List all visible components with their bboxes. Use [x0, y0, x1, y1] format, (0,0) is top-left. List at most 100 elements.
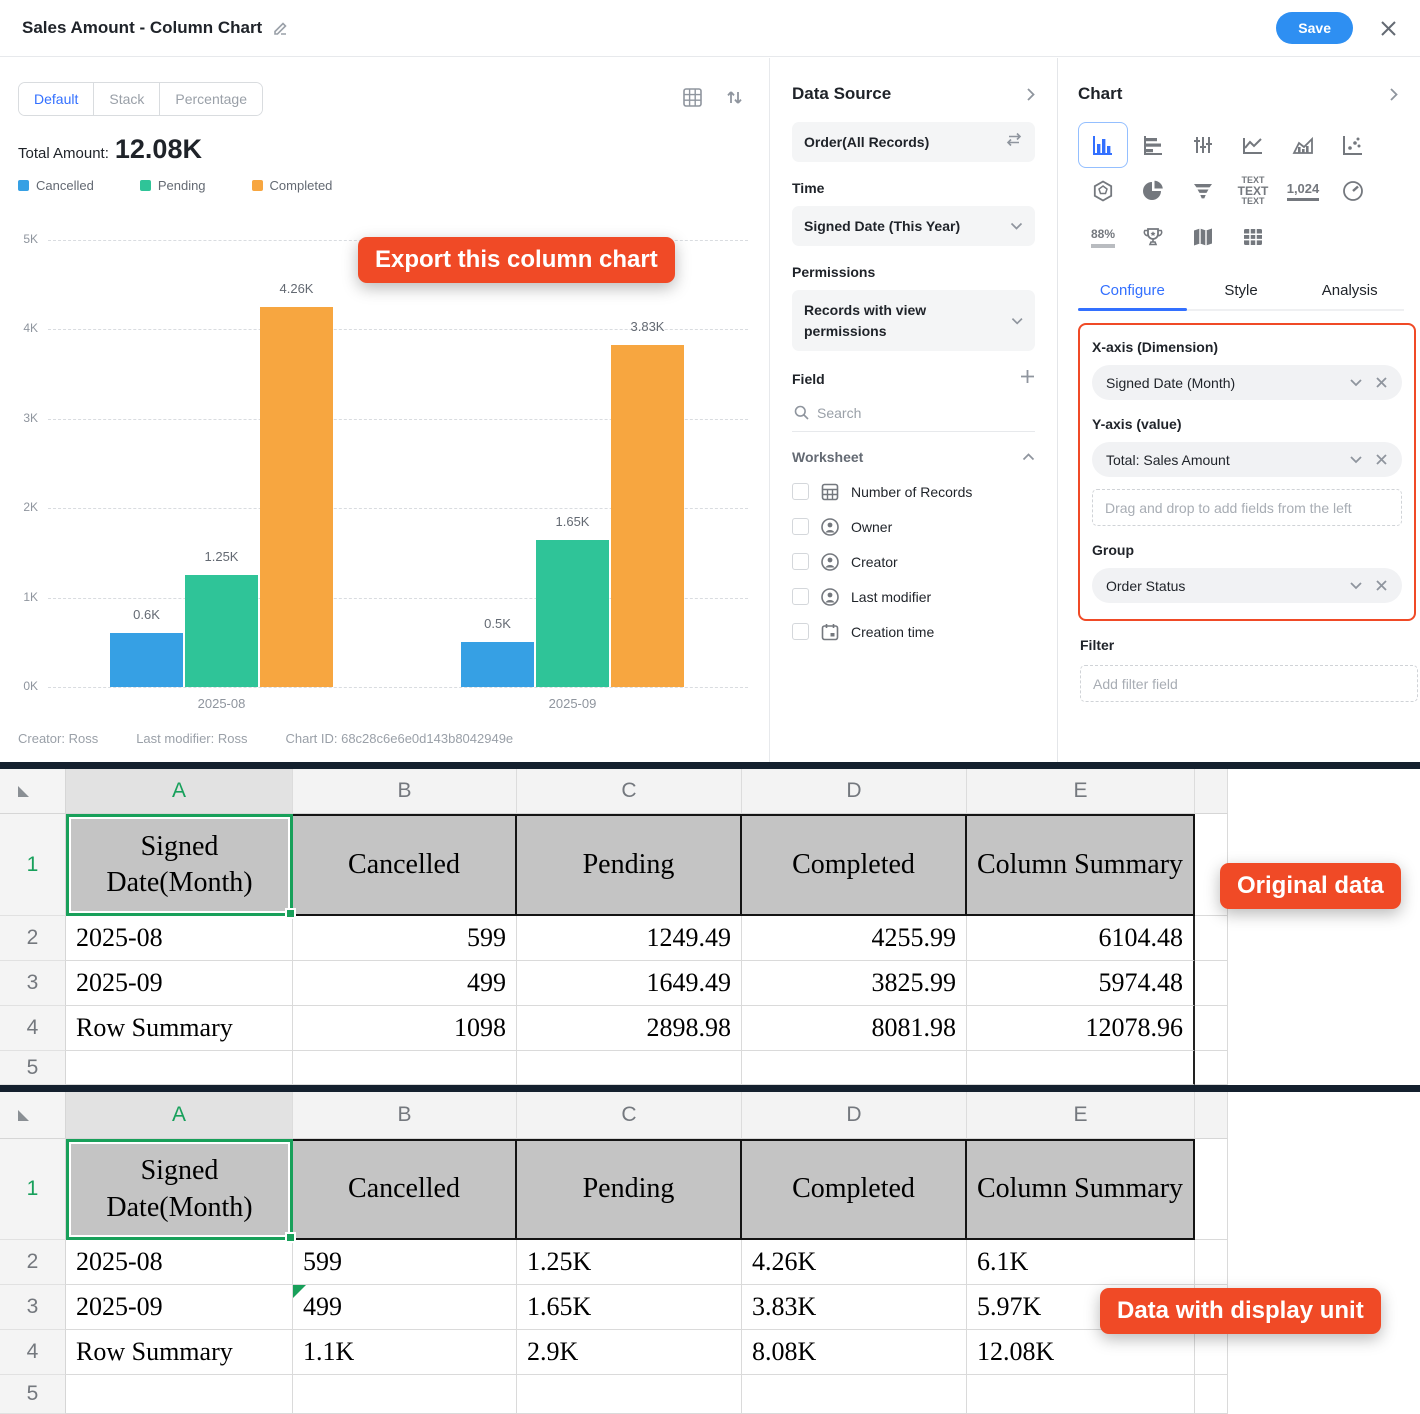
data-cell[interactable]: 2025-09 — [66, 1285, 293, 1330]
column-header-A[interactable]: A — [66, 1092, 293, 1139]
close-icon[interactable] — [1379, 19, 1398, 38]
data-table-icon[interactable] — [683, 88, 702, 107]
group-field-pill[interactable]: Order Status — [1092, 568, 1402, 603]
field-item-last-modifier[interactable]: Last modifier — [792, 588, 1035, 606]
checkbox[interactable] — [792, 483, 809, 500]
gauge-chart-icon[interactable] — [1328, 168, 1378, 214]
selection-fill-handle[interactable] — [285, 1232, 296, 1243]
collapse-worksheet-chevron-icon[interactable] — [1022, 448, 1035, 466]
data-cell[interactable]: 599 — [293, 1240, 517, 1285]
data-cell[interactable]: 2025-08 — [66, 1240, 293, 1285]
data-cell[interactable]: 5974.48 — [967, 961, 1195, 1006]
row-header-2[interactable]: 2 — [0, 916, 66, 961]
field-item-creator[interactable]: Creator — [792, 553, 1035, 571]
scatter-plot-icon[interactable] — [1328, 122, 1378, 168]
field-item-number-of-records[interactable]: Number of Records — [792, 483, 1035, 501]
column-header-E[interactable]: E — [967, 769, 1195, 814]
header-cell-r1c4[interactable]: Completed — [742, 1139, 967, 1240]
swap-source-icon[interactable] — [1005, 132, 1023, 152]
row-header-1[interactable]: 1 — [0, 814, 66, 916]
row-header-4[interactable]: 4 — [0, 1006, 66, 1051]
data-cell[interactable] — [293, 1051, 517, 1085]
filter-drop-zone[interactable]: Add filter field — [1080, 665, 1418, 702]
table-chart-icon[interactable] — [1228, 214, 1278, 260]
remove-field-icon[interactable] — [1375, 376, 1388, 389]
cell-empty[interactable] — [1195, 1006, 1228, 1051]
data-cell[interactable]: 499 — [293, 1285, 517, 1330]
collapse-panel-chevron-icon[interactable] — [1026, 87, 1035, 102]
data-cell[interactable]: 4255.99 — [742, 916, 967, 961]
save-button[interactable]: Save — [1276, 12, 1353, 44]
data-cell[interactable] — [967, 1375, 1195, 1414]
sort-icon[interactable] — [726, 88, 743, 107]
data-cell[interactable]: 499 — [293, 961, 517, 1006]
column-header-extra[interactable] — [1195, 769, 1228, 814]
data-source-selector[interactable]: Order(All Records) — [792, 122, 1035, 162]
header-cell-r1c5[interactable]: Column Summary — [967, 1139, 1195, 1240]
data-cell[interactable]: Row Summary — [66, 1330, 293, 1375]
data-cell[interactable]: 1249.49 — [517, 916, 742, 961]
row-header-5[interactable]: 5 — [0, 1051, 66, 1085]
data-cell[interactable]: 1.65K — [517, 1285, 742, 1330]
row-header-5[interactable]: 5 — [0, 1375, 66, 1414]
header-cell-r1c3[interactable]: Pending — [517, 1139, 742, 1240]
bar-pending-2025-09[interactable] — [536, 540, 609, 687]
tab-percentage[interactable]: Percentage — [159, 83, 262, 115]
selection-fill-handle[interactable] — [285, 908, 296, 919]
progress-bar-icon[interactable]: 88% — [1078, 214, 1128, 260]
header-cell-r1c2[interactable]: Cancelled — [293, 1139, 517, 1240]
line-chart-icon[interactable] — [1228, 122, 1278, 168]
data-cell[interactable] — [742, 1375, 967, 1414]
column-header-extra[interactable] — [1195, 1092, 1228, 1139]
data-cell[interactable] — [517, 1051, 742, 1085]
data-cell[interactable] — [517, 1375, 742, 1414]
checkbox[interactable] — [792, 518, 809, 535]
data-cell[interactable] — [293, 1375, 517, 1414]
select-all-cell[interactable] — [0, 1092, 66, 1139]
column-header-A[interactable]: A — [66, 769, 293, 814]
data-cell[interactable]: 6.1K — [967, 1240, 1195, 1285]
data-cell[interactable]: 3.83K — [742, 1285, 967, 1330]
header-cell-a1-selected[interactable]: Signed Date(Month) — [66, 814, 293, 916]
data-cell[interactable]: 6104.48 — [967, 916, 1195, 961]
cell-empty[interactable] — [1195, 1139, 1228, 1240]
xaxis-field-pill[interactable]: Signed Date (Month) — [1092, 365, 1402, 400]
bar-cancelled-2025-08[interactable] — [110, 633, 183, 687]
header-cell-r1c5[interactable]: Column Summary — [967, 814, 1195, 916]
data-cell[interactable] — [66, 1051, 293, 1085]
checkbox[interactable] — [792, 588, 809, 605]
pie-chart-icon[interactable] — [1128, 168, 1178, 214]
row-header-1[interactable]: 1 — [0, 1139, 66, 1240]
combo-chart-icon[interactable] — [1278, 122, 1328, 168]
header-cell-r1c3[interactable]: Pending — [517, 814, 742, 916]
tab-style[interactable]: Style — [1187, 274, 1296, 309]
column-header-B[interactable]: B — [293, 769, 517, 814]
remove-field-icon[interactable] — [1375, 453, 1388, 466]
data-cell[interactable]: 1098 — [293, 1006, 517, 1051]
legend-item-pending[interactable]: Pending — [140, 178, 206, 193]
cell-empty[interactable] — [1195, 1240, 1228, 1285]
field-item-creation-time[interactable]: Creation time — [792, 623, 1035, 641]
data-cell[interactable]: 8.08K — [742, 1330, 967, 1375]
add-field-icon[interactable] — [1020, 369, 1035, 389]
data-cell[interactable]: Row Summary — [66, 1006, 293, 1051]
header-cell-r1c4[interactable]: Completed — [742, 814, 967, 916]
yaxis-field-pill[interactable]: Total: Sales Amount — [1092, 442, 1402, 477]
data-cell[interactable]: 12.08K — [967, 1330, 1195, 1375]
bar-pending-2025-08[interactable] — [185, 575, 258, 687]
tab-default[interactable]: Default — [19, 83, 93, 115]
data-cell[interactable]: 4.26K — [742, 1240, 967, 1285]
column-header-C[interactable]: C — [517, 769, 742, 814]
select-all-cell[interactable] — [0, 769, 66, 814]
legend-item-completed[interactable]: Completed — [252, 178, 333, 193]
field-item-owner[interactable]: Owner — [792, 518, 1035, 536]
header-cell-a1-selected[interactable]: Signed Date(Month) — [66, 1139, 293, 1240]
bar-completed-2025-08[interactable] — [260, 307, 333, 687]
word-cloud-icon[interactable]: TEXTTEXTTEXT — [1228, 168, 1278, 214]
data-cell[interactable]: 12078.96 — [967, 1006, 1195, 1051]
field-search-input[interactable]: Search — [792, 397, 1035, 432]
column-header-E[interactable]: E — [967, 1092, 1195, 1139]
row-header-2[interactable]: 2 — [0, 1240, 66, 1285]
data-cell[interactable]: 2.9K — [517, 1330, 742, 1375]
data-cell[interactable]: 8081.98 — [742, 1006, 967, 1051]
